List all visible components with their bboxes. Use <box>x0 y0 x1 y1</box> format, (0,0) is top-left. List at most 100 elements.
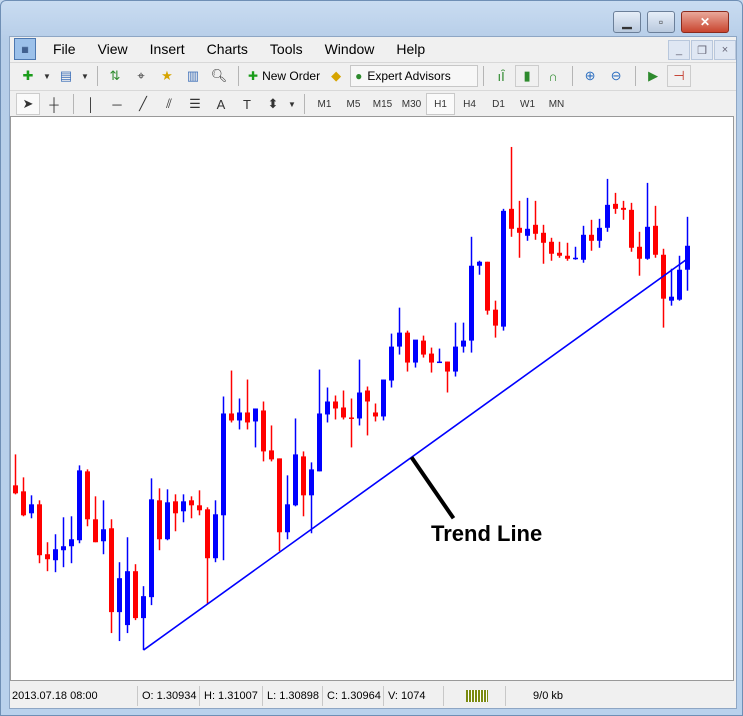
bearish-candle <box>493 309 498 326</box>
timeframe-bar: M1 M5 M15 M30 H1 H4 D1 W1 MN <box>310 93 571 115</box>
bullish-candle <box>525 228 530 236</box>
line-chart-icon[interactable]: ∩ <box>548 68 558 84</box>
bearish-candle <box>653 225 658 255</box>
terminal-icon[interactable]: ▥ <box>186 68 200 83</box>
bullish-candle <box>29 504 34 514</box>
timeframe-h4[interactable]: H4 <box>463 98 476 110</box>
auto-scroll-icon[interactable]: ▶ <box>648 68 659 83</box>
menu-bar: ▦ File View Insert Charts Tools Window H… <box>10 37 736 61</box>
timeframe-h1[interactable]: H1 <box>426 93 455 115</box>
price-chart[interactable]: Trend Line <box>10 116 734 681</box>
expert-advisors-button[interactable]: ● Expert Advisors <box>350 65 479 87</box>
profiles-icon[interactable]: ▤ <box>59 68 73 83</box>
bearish-candle <box>549 241 554 254</box>
bullish-candle <box>61 546 66 551</box>
bullish-candle <box>477 261 482 266</box>
separator <box>238 66 239 86</box>
crosshair-tool-icon[interactable]: ┼ <box>49 96 59 112</box>
mdi-restore-button[interactable]: ❐ <box>691 40 713 60</box>
chart-shift-icon[interactable]: ⊣ <box>667 65 692 87</box>
menu-view[interactable]: View <box>97 41 128 57</box>
bearish-candle <box>637 246 642 259</box>
bullish-candle <box>645 226 650 259</box>
bearish-candle <box>557 252 562 256</box>
fibonacci-icon[interactable]: ☰ <box>189 96 201 111</box>
menu-file[interactable]: File <box>53 41 76 57</box>
bullish-candle <box>357 392 362 419</box>
dropdown-arrow-icon[interactable]: ▼ <box>43 71 51 81</box>
trendline-tool-icon[interactable]: ╱ <box>139 96 147 111</box>
text-icon[interactable]: A <box>216 96 226 112</box>
close-icon: ✕ <box>699 15 711 29</box>
text-label-icon[interactable]: T <box>243 96 251 112</box>
bullish-candle <box>397 332 402 347</box>
bullish-candle <box>77 470 82 541</box>
bullish-candle <box>581 234 586 260</box>
bearish-candle <box>589 234 594 241</box>
bullish-candle <box>101 529 106 542</box>
timeframe-w1[interactable]: W1 <box>520 98 535 110</box>
bearish-candle <box>541 232 546 243</box>
bearish-candle <box>629 209 634 248</box>
bearish-candle <box>621 207 626 210</box>
status-datetime: 2013.07.18 08:00 <box>8 686 138 706</box>
bullish-candle <box>213 514 218 559</box>
bearish-candle <box>333 401 338 409</box>
bullish-candle <box>501 210 506 327</box>
bullish-candle <box>285 504 290 533</box>
bearish-candle <box>349 417 354 419</box>
new-order-icon: ✚ <box>248 69 259 83</box>
separator <box>304 94 305 114</box>
bearish-candle <box>229 413 234 421</box>
timeframe-m30[interactable]: M30 <box>401 98 422 110</box>
horizontal-line-icon[interactable]: ─ <box>112 96 122 112</box>
bullish-candle <box>141 596 146 619</box>
strategy-tester-icon[interactable]: 🔍︎ <box>210 68 228 83</box>
dropdown-arrow-icon[interactable]: ▼ <box>288 99 296 109</box>
expert-advisors-icon: ● <box>355 69 363 83</box>
menu-window[interactable]: Window <box>324 41 375 57</box>
trend-line-label: Trend Line <box>431 521 543 546</box>
vertical-line-icon[interactable]: │ <box>86 96 96 112</box>
bullish-candle <box>53 549 58 561</box>
menu-charts[interactable]: Charts <box>206 41 248 57</box>
separator <box>97 66 98 86</box>
market-watch-icon[interactable]: ⇅ <box>109 68 121 83</box>
bearish-candle <box>173 501 178 514</box>
new-chart-icon[interactable]: ✚ <box>22 68 34 83</box>
timeframe-m5[interactable]: M5 <box>346 98 361 110</box>
menu-help[interactable]: Help <box>396 41 426 57</box>
navigator-icon[interactable]: ★ <box>161 68 173 83</box>
bar-chart-icon[interactable]: ıȊ <box>497 68 505 84</box>
timeframe-d1[interactable]: D1 <box>492 98 505 110</box>
bullish-candle <box>685 245 690 270</box>
status-traffic: 9/0 kb <box>533 690 563 702</box>
crosshair-icon[interactable]: ⌖ <box>137 68 145 83</box>
timeframe-mn[interactable]: MN <box>548 98 565 110</box>
bearish-candle <box>301 456 306 496</box>
bullish-candle <box>125 571 130 626</box>
zoom-in-icon[interactable]: ⊕ <box>584 68 596 83</box>
menu-tools[interactable]: Tools <box>269 41 303 57</box>
mdi-close-button[interactable]: × <box>714 40 736 60</box>
dropdown-arrow-icon[interactable]: ▼ <box>81 71 89 81</box>
close-button[interactable]: ✕ <box>681 11 729 33</box>
zoom-out-icon[interactable]: ⊖ <box>610 68 622 83</box>
equidistant-channel-icon[interactable]: ⫽ <box>166 96 172 111</box>
minimize-button[interactable]: ▁ <box>613 11 641 33</box>
new-order-button[interactable]: ✚ New Order <box>248 69 321 83</box>
maximize-button[interactable]: ▫ <box>647 11 675 33</box>
mdi-minimize-button[interactable]: _ <box>668 40 690 60</box>
alert-icon[interactable]: ◆ <box>331 68 342 83</box>
bullish-candle <box>293 454 298 506</box>
bullish-candle <box>453 346 458 372</box>
bearish-candle <box>21 491 26 516</box>
timeframe-m1[interactable]: M1 <box>317 98 332 110</box>
menu-insert[interactable]: Insert <box>149 41 185 57</box>
timeframe-m15[interactable]: M15 <box>372 98 393 110</box>
arrows-icon[interactable]: ⬍ <box>267 96 279 111</box>
bearish-candle <box>85 471 90 520</box>
bullish-candle <box>149 499 154 598</box>
candlestick-chart-icon[interactable]: ▮ <box>515 65 540 87</box>
cursor-icon[interactable]: ➤ <box>16 93 40 115</box>
